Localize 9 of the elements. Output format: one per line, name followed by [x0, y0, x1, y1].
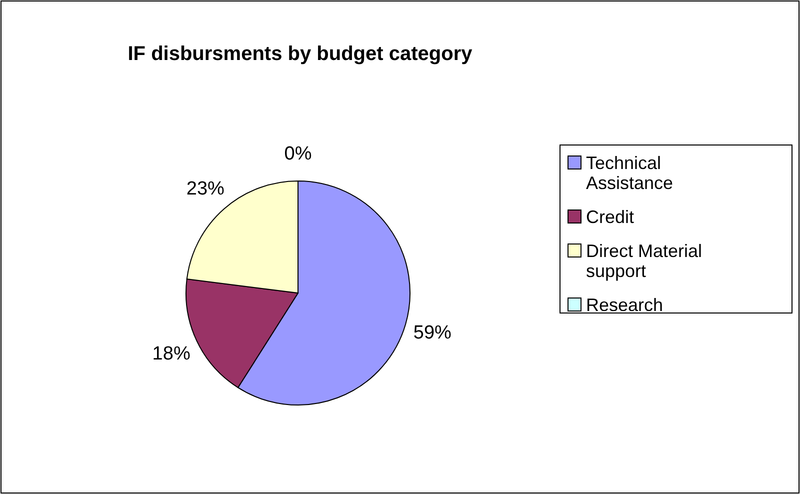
legend-label: Research [586, 295, 664, 315]
legend-label: Direct Material support [586, 241, 702, 281]
legend-label: Credit [586, 207, 634, 227]
data-label: 59% [413, 322, 452, 344]
data-label: 23% [186, 178, 225, 200]
legend-label: Technical Assistance [586, 153, 674, 193]
text: 0% [284, 144, 312, 165]
chart-title: IF disbursments by budget category [128, 43, 474, 65]
data-label: 18% [152, 343, 190, 364]
